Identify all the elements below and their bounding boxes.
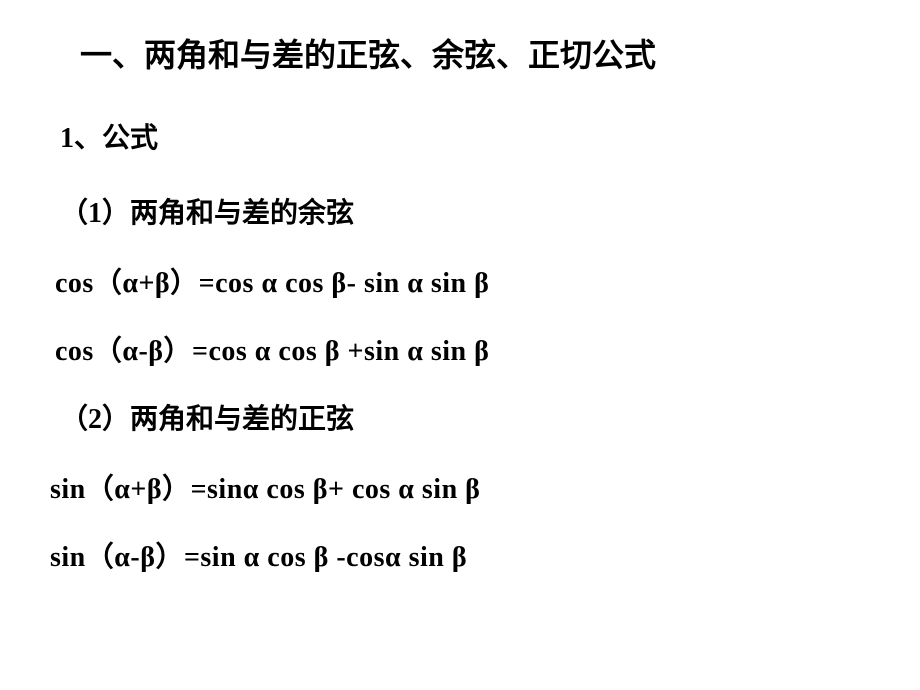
cos-sum-formula: cos（α+β）=cos α cos β- sin α sin β [50, 261, 920, 301]
subsection-2-label: （2）两角和与差的正弦 [50, 397, 920, 437]
main-title: 一、两角和与差的正弦、余弦、正切公式 [50, 30, 920, 76]
sin-diff-formula: sin（α-β）=sin α cos β -cosα sin β [50, 535, 920, 575]
cos-diff-formula: cos（α-β）=cos α cos β +sin α sin β [50, 329, 920, 369]
sin-sum-formula: sin（α+β）=sinα cos β+ cos α sin β [50, 467, 920, 507]
document-content: 一、两角和与差的正弦、余弦、正切公式 1、公式 （1）两角和与差的余弦 cos（… [0, 0, 920, 575]
subsection-1-label: （1）两角和与差的余弦 [50, 191, 920, 231]
section-1-label: 1、公式 [50, 116, 920, 156]
